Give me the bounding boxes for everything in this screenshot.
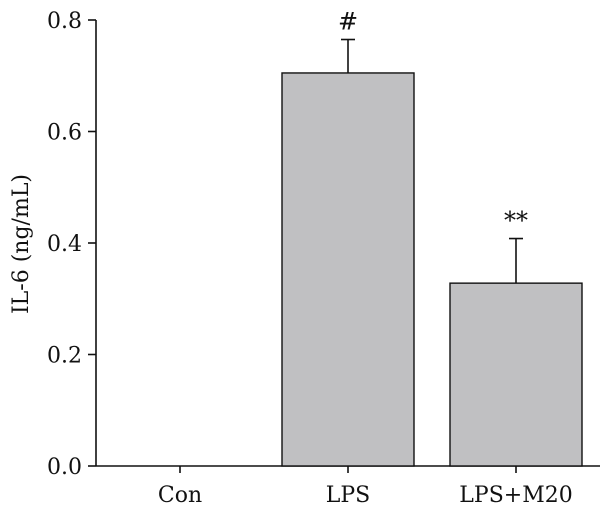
significance-label: # [338, 8, 358, 36]
y-tick-label: 0.2 [47, 344, 82, 369]
bar-lps-m20 [449, 282, 583, 467]
x-tick-label: LPS+M20 [459, 483, 572, 508]
y-tick-label: 0.0 [47, 455, 82, 480]
x-tick-label: LPS [326, 483, 370, 508]
y-axis-label: IL-6 (ng/mL) [9, 174, 34, 314]
bar-lps [281, 72, 415, 467]
x-tick-label: Con [158, 483, 202, 508]
plot-area: 0.0 0.2 0.4 0.6 0.8 Con LPS # LPS+M20 ** [47, 8, 600, 508]
significance-label: ** [504, 207, 528, 235]
y-tick-label: 0.4 [47, 232, 82, 257]
y-tick-label: 0.8 [47, 9, 82, 34]
y-tick-label: 0.6 [47, 121, 82, 146]
